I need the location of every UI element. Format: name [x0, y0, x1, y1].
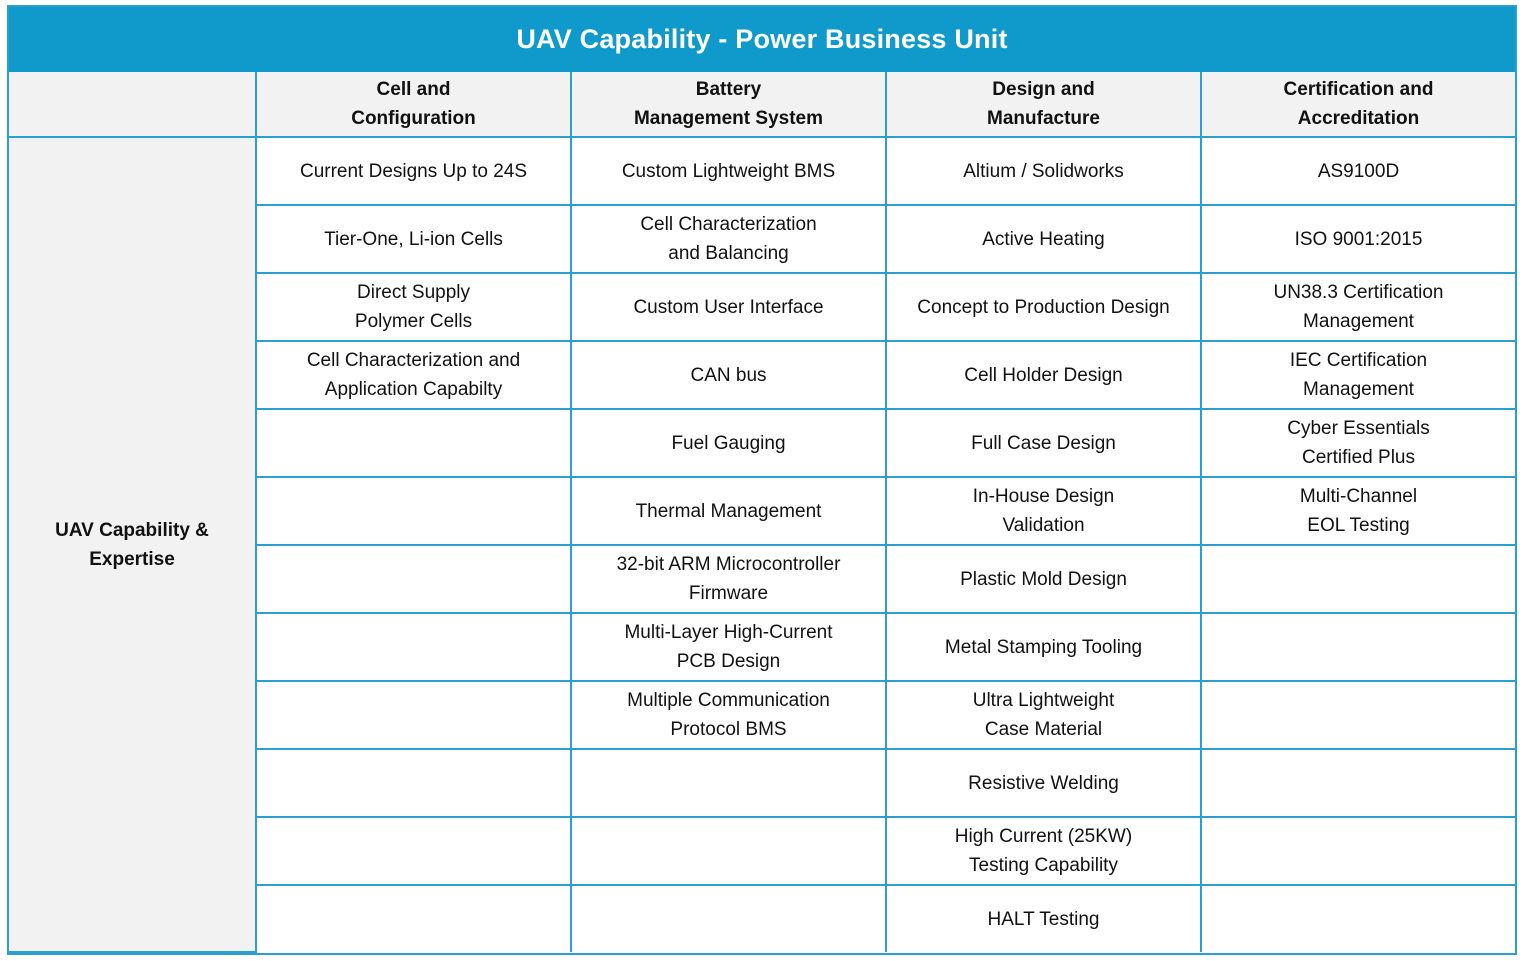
table-cell: ISO 9001:2015: [1200, 204, 1515, 274]
row-header: UAV Capability & Expertise: [9, 136, 257, 953]
table-cell: [570, 884, 887, 952]
table-cell: UN38.3 Certification Management: [1200, 272, 1515, 342]
table-row: Multi-Layer High-Current PCB Design Metal…: [9, 612, 1515, 682]
table-cell: Direct Supply Polymer Cells: [256, 272, 572, 342]
table-cell: [1200, 816, 1515, 886]
table-cell: [256, 476, 572, 546]
table-cell: [1200, 884, 1515, 952]
table-cell: [256, 612, 572, 682]
table-row: Resistive Welding: [9, 748, 1515, 818]
table-cell: [1200, 544, 1515, 614]
table-cell: [1200, 680, 1515, 750]
table-cell: [570, 748, 887, 818]
table-row: Multiple Communication Protocol BMS Ultra…: [9, 680, 1515, 750]
table-cell: HALT Testing: [885, 884, 1202, 952]
table-cell: Cell Characterization and Application Ca…: [256, 340, 572, 410]
table-cell: [256, 884, 572, 952]
table-cell: Active Heating: [885, 204, 1202, 274]
table-cell: [256, 544, 572, 614]
table-cell: Multi-Channel EOL Testing: [1200, 476, 1515, 546]
table-cell: [256, 680, 572, 750]
table-cell: IEC Certification Management: [1200, 340, 1515, 410]
table-row: Fuel Gauging Full Case Design Cyber Essent…: [9, 408, 1515, 478]
table-cell: [1200, 748, 1515, 818]
table-cell: Thermal Management: [570, 476, 887, 546]
table-cell: Tier-One, Li-ion Cells: [256, 204, 572, 274]
column-header: Battery Management System: [570, 72, 887, 138]
table-cell: Altium / Solidworks: [885, 136, 1202, 206]
capability-table: Cell and Configuration Battery Management…: [9, 72, 1515, 953]
table-row: High Current (25KW) Testing Capability: [9, 816, 1515, 886]
table-cell: Concept to Production Design: [885, 272, 1202, 342]
table-cell: Custom User Interface: [570, 272, 887, 342]
table-row: Thermal Management In-House Design Valida…: [9, 476, 1515, 546]
table-cell: In-House Design Validation: [885, 476, 1202, 546]
table-cell: [1200, 612, 1515, 682]
column-header: Certification and Accreditation: [1200, 72, 1515, 138]
capability-table-frame: UAV Capability - Power Business Unit Cel…: [7, 5, 1517, 955]
column-header: Design and Manufacture: [885, 72, 1202, 138]
table-cell: [256, 408, 572, 478]
table-cell: AS9100D: [1200, 136, 1515, 206]
table-cell: Multiple Communication Protocol BMS: [570, 680, 887, 750]
table-cell: CAN bus: [570, 340, 887, 410]
table-cell: Ultra Lightweight Case Material: [885, 680, 1202, 750]
table-cell: [256, 816, 572, 886]
corner-cell: [9, 72, 257, 138]
table-cell: Plastic Mold Design: [885, 544, 1202, 614]
table-cell: [256, 748, 572, 818]
table-cell: Current Designs Up to 24S: [255, 136, 572, 206]
table-cell: Custom Lightweight BMS: [570, 136, 887, 206]
table-cell: High Current (25KW) Testing Capability: [885, 816, 1202, 886]
table-cell: 32-bit ARM Microcontroller Firmware: [570, 544, 887, 614]
table-cell: Metal Stamping Tooling: [885, 612, 1202, 682]
table-cell: Cell Holder Design: [885, 340, 1202, 410]
table-cell: Fuel Gauging: [570, 408, 887, 478]
table-cell: Multi-Layer High-Current PCB Design: [570, 612, 887, 682]
table-cell: Full Case Design: [885, 408, 1202, 478]
table-cell: Cyber Essentials Certified Plus: [1200, 408, 1515, 478]
table-cell: Resistive Welding: [885, 748, 1202, 818]
table-cell: [570, 816, 887, 886]
table-row: 32-bit ARM Microcontroller Firmware Plast…: [9, 544, 1515, 614]
table-title: UAV Capability - Power Business Unit: [9, 7, 1515, 72]
table-row: Cell Characterization and Application Ca…: [9, 340, 1515, 410]
table-row: UAV Capability & Expertise Current Design…: [9, 136, 1515, 953]
table-row: HALT Testing: [9, 884, 1515, 952]
table-cell: Cell Characterization and Balancing: [570, 204, 887, 274]
table-row: Direct Supply Polymer Cells Custom User I…: [9, 272, 1515, 342]
header-row: Cell and Configuration Battery Management…: [9, 72, 1515, 138]
table-row: Tier-One, Li-ion Cells Cell Characterizat…: [9, 204, 1515, 274]
column-header: Cell and Configuration: [255, 72, 572, 138]
